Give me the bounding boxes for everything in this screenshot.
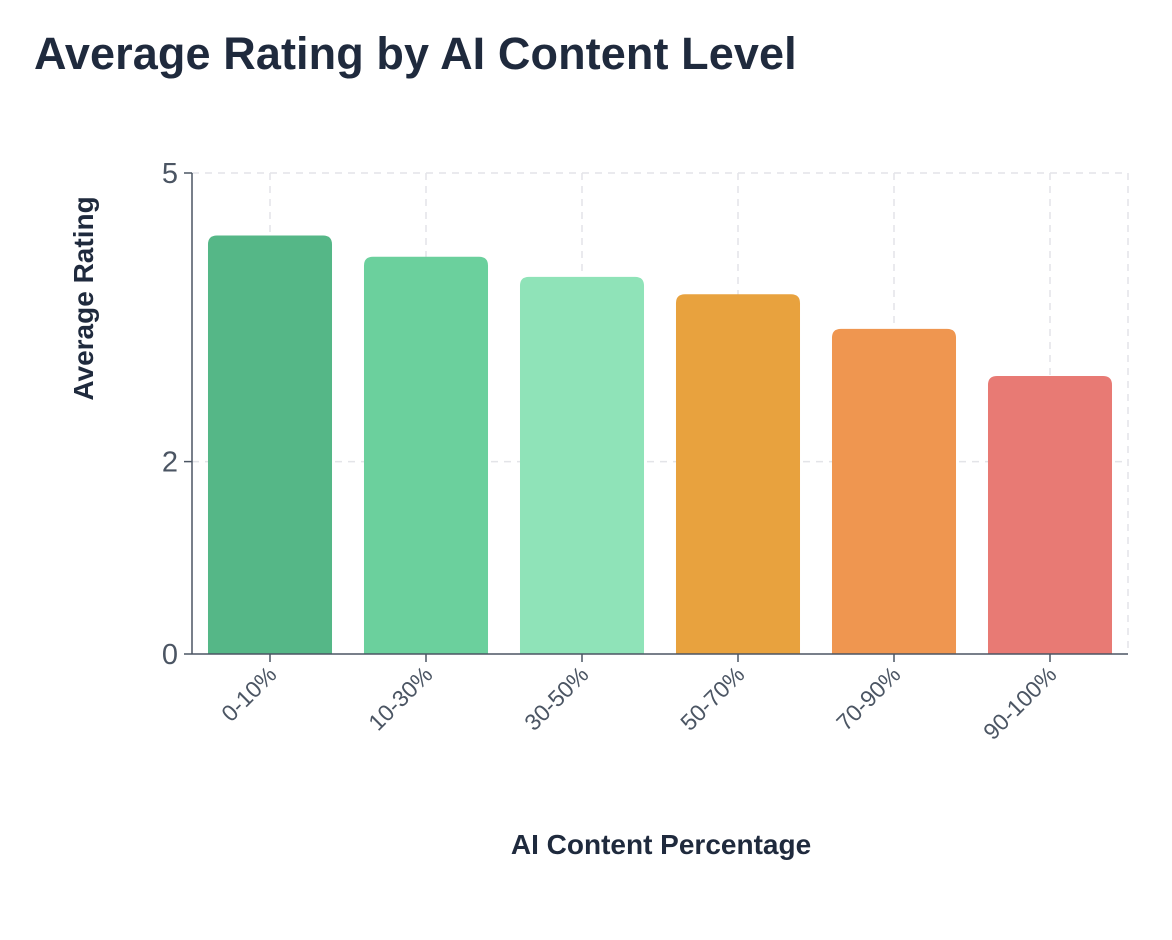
- x-tick-label: 30-50%: [519, 661, 593, 735]
- x-tick-label: 70-90%: [831, 661, 905, 735]
- chart-title: Average Rating by AI Content Level: [34, 28, 797, 79]
- bar-30-50pct: [519, 276, 645, 654]
- bar-50-70pct: [675, 294, 801, 654]
- y-tick-label: 0: [162, 639, 178, 671]
- grid: [192, 172, 1129, 654]
- y-axis-title: Average Rating: [68, 196, 99, 400]
- x-tick-label: 10-30%: [363, 661, 437, 735]
- y-tick-label: 2: [162, 447, 178, 479]
- bars: [207, 235, 1113, 654]
- x-tick-label: 50-70%: [675, 661, 749, 735]
- bar-0-10pct: [207, 235, 333, 654]
- bar-90-100pct: [987, 375, 1113, 654]
- bar-70-90pct: [831, 328, 957, 654]
- x-tick-label: 0-10%: [216, 661, 281, 726]
- y-tick-label: 5: [162, 158, 178, 190]
- axes: [191, 173, 1128, 655]
- x-axis-title: AI Content Percentage: [511, 829, 811, 860]
- bar-10-30pct: [363, 256, 489, 654]
- x-tick-label: 90-100%: [978, 661, 1061, 744]
